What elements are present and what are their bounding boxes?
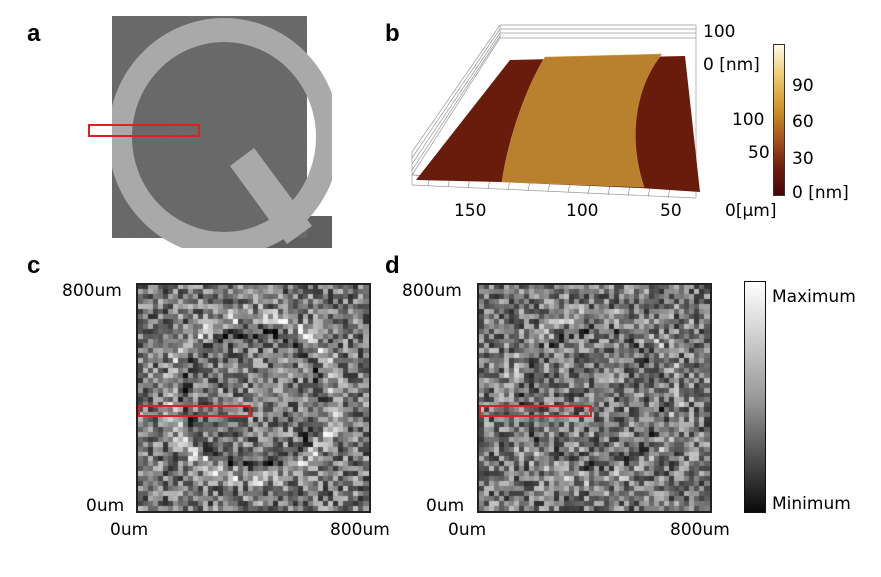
panel-label-b: b: [385, 20, 400, 47]
afm-x-tick-100: 100: [566, 201, 599, 221]
map-d-x-right-label: 800um: [670, 520, 730, 540]
colorbar-min-label: Minimum: [772, 494, 851, 514]
afm-y-tick-50: 50: [748, 143, 770, 163]
afm-height-colorbar: [773, 44, 785, 196]
afm-colorbar-tick-30: 30: [792, 149, 814, 169]
line-scan-region-c: [138, 405, 251, 417]
map-d-y-bottom-label: 0um: [426, 496, 465, 516]
map-d: [477, 283, 712, 513]
optical-image-q: [108, 16, 340, 256]
panel-label-d: d: [385, 252, 400, 279]
panel-label-a: a: [27, 20, 41, 47]
map-d-y-top-label: 800um: [402, 281, 462, 301]
afm-y-tick-100: 100: [732, 110, 765, 130]
map-c-x-right-label: 800um: [330, 520, 390, 540]
afm-colorbar-tick-90: 90: [792, 76, 814, 96]
map-c-canvas: [138, 285, 369, 511]
intensity-colorbar: [744, 281, 766, 513]
line-scan-region-a: [88, 124, 200, 137]
afm-x-tick-0: 0[μm]: [725, 201, 777, 221]
afm-colorbar-tick-0: 0 [nm]: [792, 183, 849, 203]
afm-x-tick-150: 150: [454, 201, 487, 221]
afm-3d-surface: [400, 20, 700, 225]
map-c-y-bottom-label: 0um: [86, 496, 125, 516]
map-d-canvas: [479, 285, 710, 511]
colorbar-max-label: Maximum: [772, 287, 856, 307]
map-c-y-top-label: 800um: [62, 281, 122, 301]
panel-label-c: c: [27, 252, 41, 279]
map-c: [136, 283, 371, 513]
afm-z-tick-0: 0 [nm]: [703, 55, 760, 75]
map-d-x-left-label: 0um: [448, 520, 487, 540]
afm-z-tick-100: 100: [703, 22, 736, 42]
afm-colorbar-tick-60: 60: [792, 112, 814, 132]
line-scan-region-d: [479, 405, 592, 417]
map-c-x-left-label: 0um: [110, 520, 149, 540]
afm-x-tick-50: 50: [660, 201, 682, 221]
letter-q-sample-icon: [108, 16, 340, 256]
